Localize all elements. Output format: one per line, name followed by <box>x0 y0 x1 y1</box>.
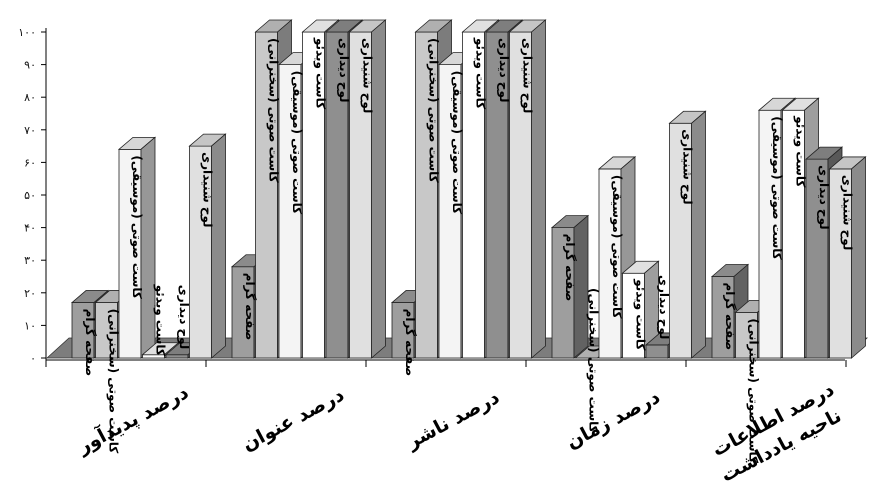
bar-data-label: کاست ویدئو <box>793 115 808 187</box>
bar-side-face <box>371 19 386 359</box>
bar-side-face <box>211 133 226 359</box>
bar-data-label: صفحه گرام <box>242 273 257 341</box>
x-category-label: درصد عنوان <box>239 384 348 456</box>
bar-data-label: صفحه گرام <box>402 309 417 377</box>
bar-data-label: لوح دیداری <box>496 38 511 102</box>
bar-data-label: کاست صوتی (موسیقی) <box>129 155 144 299</box>
bar-data-label: لوح دیداری <box>336 38 351 102</box>
bar-data-label: کاست ویدئو <box>473 37 488 109</box>
y-tick-label: ۸۰ <box>24 91 36 104</box>
x-category-label: درصد پدیدآور <box>72 379 192 458</box>
bar-data-label: کاست صوتی (سخنرانی) <box>746 318 761 463</box>
bar-data-label: لوح دیداری <box>816 165 831 229</box>
bar-data-label: لوح شنیداری <box>200 152 215 227</box>
y-tick-label: ۵۰ <box>24 189 36 202</box>
bar-data-label: صفحه گرام <box>562 234 577 302</box>
bar-data-label: لوح دیداری <box>176 285 191 349</box>
bar-data-label: کاست صوتی (موسیقی) <box>289 71 304 215</box>
bar-data-label: لوح شنیداری <box>520 38 535 113</box>
bar-data-label: لوح شنیداری <box>680 129 695 204</box>
bar-data-label: صفحه گرام <box>82 309 97 377</box>
bar-data-label: کاست صوتی (موسیقی) <box>449 71 464 215</box>
x-category-label: درصد ناشر <box>402 386 503 454</box>
bar-data-label: کاست صوتی (سخنرانی) <box>106 309 121 454</box>
y-tick-label: ۱۰۰ <box>18 26 36 39</box>
bar-side-face <box>691 110 706 359</box>
x-category-label: درصد زمان <box>563 386 664 454</box>
bar-data-label: کاست صوتی (موسیقی) <box>609 175 624 319</box>
bar-data-label: کاست صوتی (سخنرانی) <box>586 288 601 433</box>
bar-data-label: کاست ویدئو <box>153 284 168 356</box>
y-tick-label: ۴۰ <box>24 222 36 235</box>
bar-side-face <box>573 214 589 359</box>
y-tick-label: ۹۰ <box>24 59 36 72</box>
y-tick-label: ۳۰ <box>24 254 36 267</box>
bar-side-face <box>531 19 546 359</box>
bar-data-label: کاست صوتی (سخنرانی) <box>426 38 441 183</box>
bar-side-face <box>851 156 866 359</box>
bar-data-label: لوح دیداری <box>656 275 671 339</box>
y-tick-label: ۲۰ <box>24 287 36 300</box>
bar-data-label: کاست صوتی (سخنرانی) <box>266 38 281 183</box>
bar-data-label: کاست ویدئو <box>313 37 328 109</box>
y-tick-label: ۶۰ <box>24 156 36 169</box>
bar-data-label: کاست ویدئو <box>633 278 648 350</box>
y-tick-label: ۱۰ <box>24 319 36 332</box>
y-tick-label: ۰ <box>30 352 36 365</box>
bar-data-label: صفحه گرام <box>722 283 737 351</box>
bar-data-label: کاست صوتی (موسیقی) <box>769 116 784 260</box>
bar <box>645 344 669 359</box>
bar-data-label: لوح شنیداری <box>840 175 855 250</box>
bar <box>165 354 189 359</box>
bar-data-label: لوح شنیداری <box>360 38 375 113</box>
y-tick-label: ۷۰ <box>24 124 36 137</box>
